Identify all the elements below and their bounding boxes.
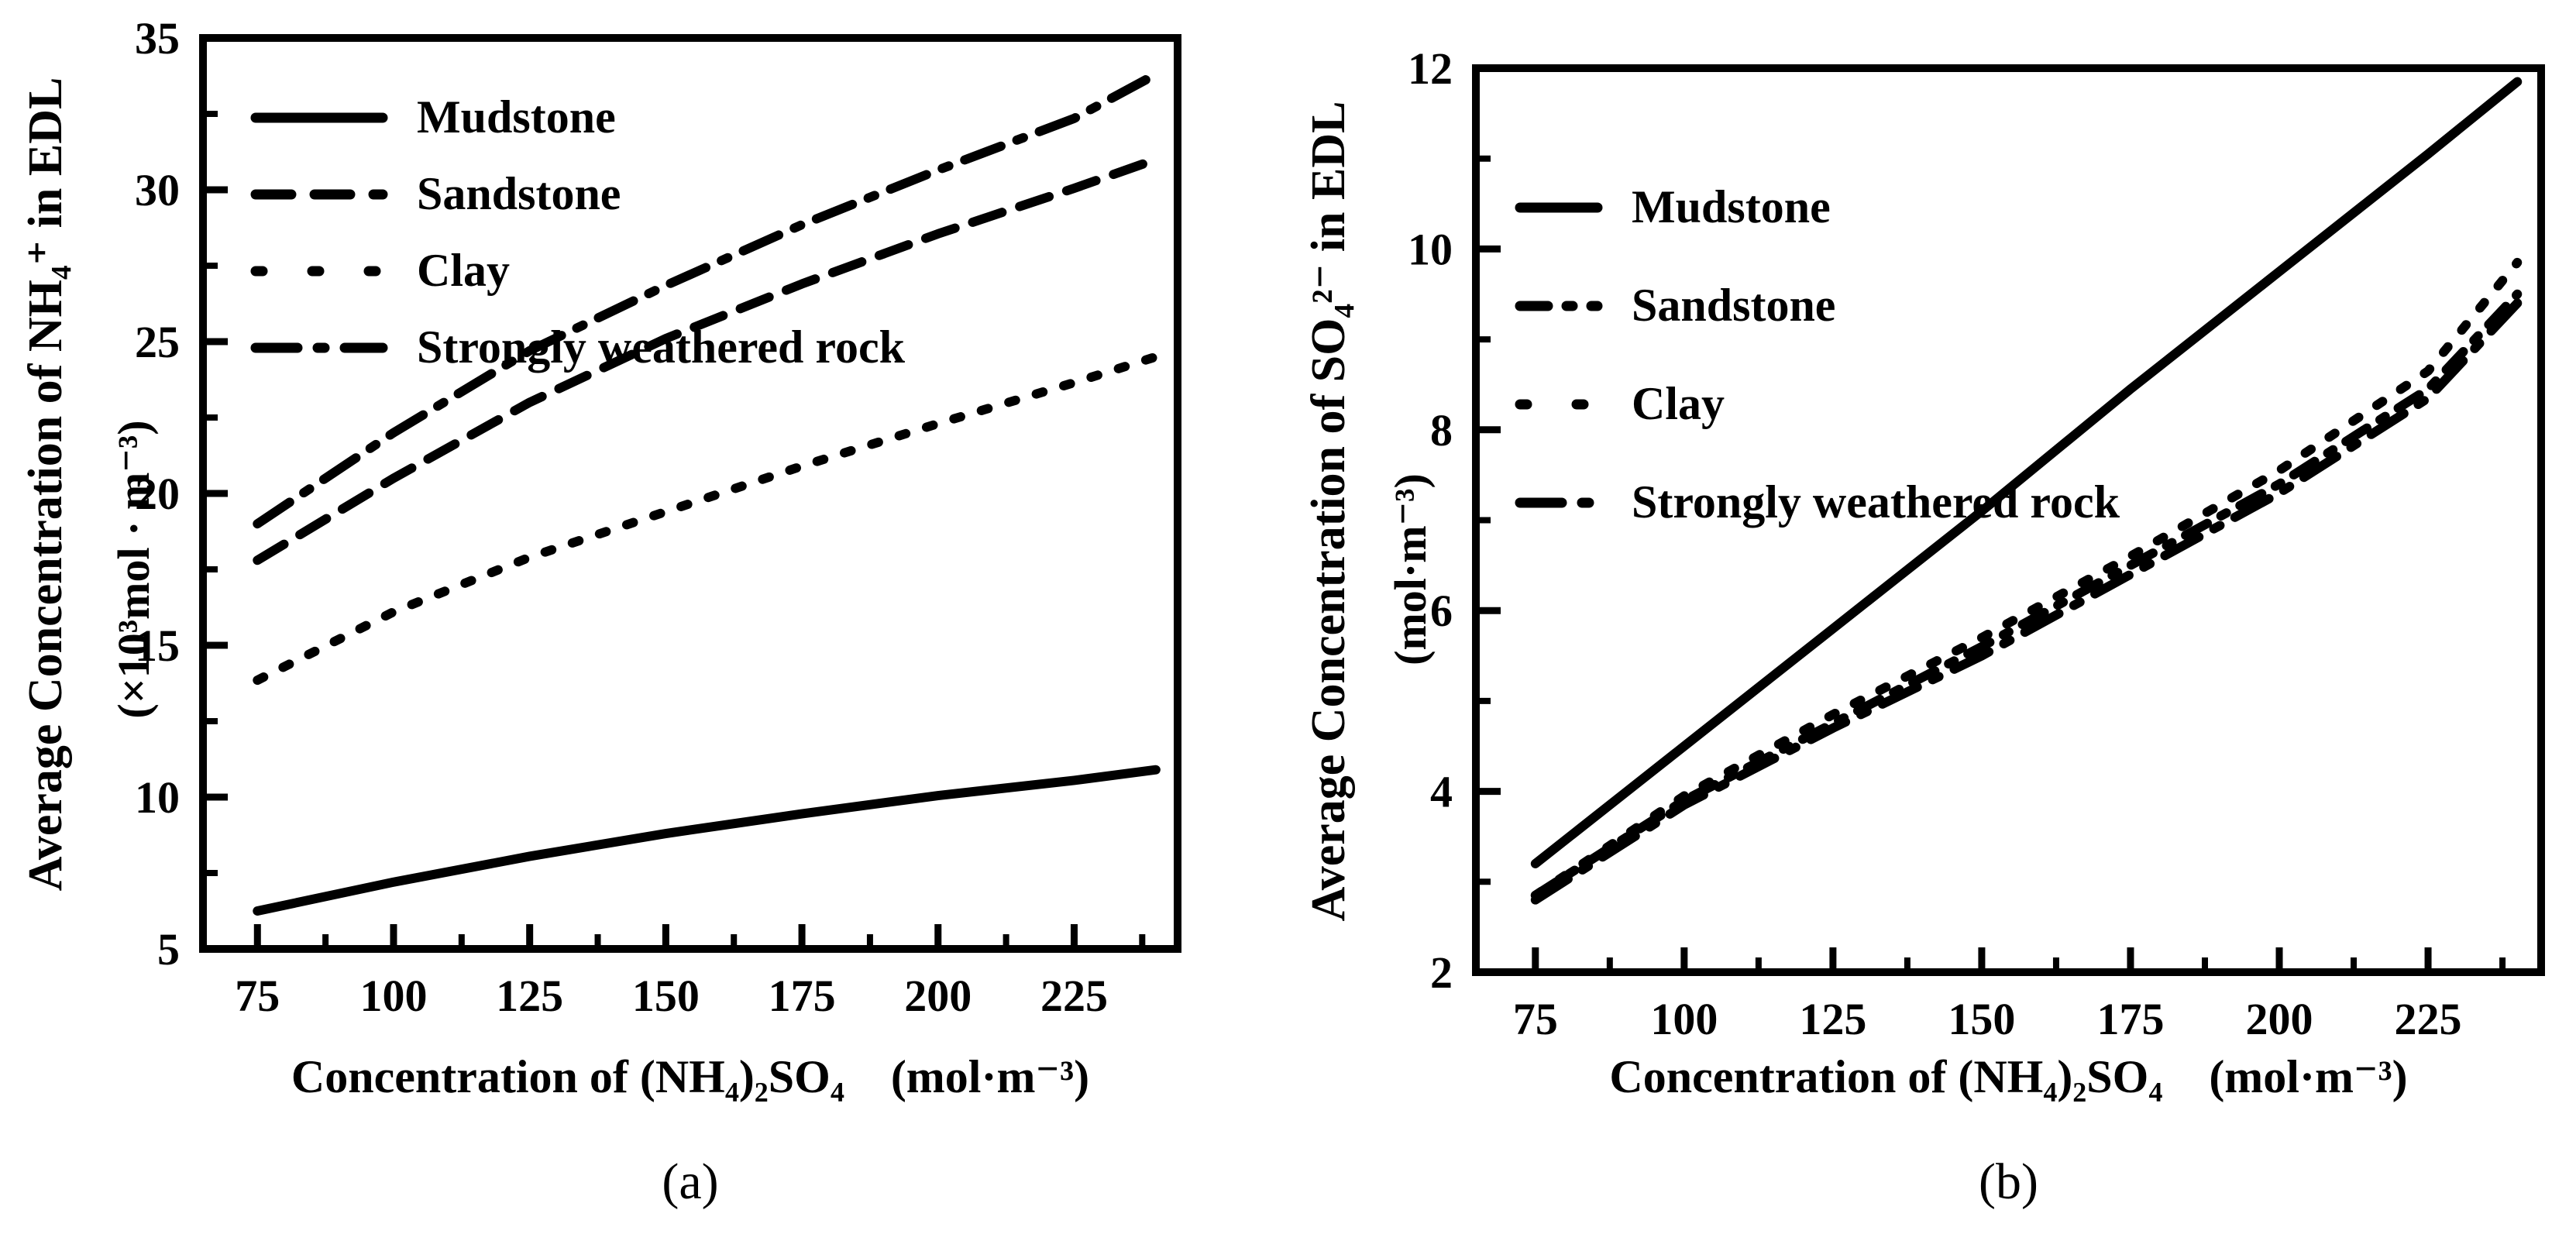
svg-text:25: 25	[135, 317, 180, 367]
svg-text:4: 4	[1430, 767, 1453, 817]
svg-text:10: 10	[135, 772, 180, 823]
svg-text:200: 200	[904, 971, 972, 1021]
mudstone-line-swatch-icon	[250, 112, 388, 122]
clay-line-swatch-icon	[1515, 399, 1603, 409]
legend-label: Sandstone	[1632, 280, 1836, 331]
chart-a-x-axis-label: Concentration of (NH₄)₂SO₄ (mol·m⁻³)	[291, 1051, 1090, 1102]
svg-text:100: 100	[1650, 994, 1718, 1044]
legend-label: Clay	[1632, 378, 1725, 429]
chart-a-y-axis-units: (×10³mol · m⁻³)	[108, 420, 159, 719]
svg-text:125: 125	[496, 971, 563, 1021]
chart-b-y-axis-label: Average Concentration of SO₄²⁻ in EDL	[1302, 101, 1355, 922]
svg-text:225: 225	[2395, 994, 2462, 1044]
svg-text:125: 125	[1799, 994, 1866, 1044]
legend-item-mudstone: Mudstone	[1514, 158, 2120, 256]
legend-item-sandstone: Sandstone	[1514, 256, 2120, 355]
clay-line-swatch-icon	[250, 266, 388, 276]
svg-text:75: 75	[1513, 994, 1558, 1044]
svg-text:225: 225	[1040, 971, 1108, 1021]
strongly-weathered-rock-line-swatch-icon	[250, 342, 388, 352]
svg-text:10: 10	[1408, 224, 1453, 274]
legend-label: Mudstone	[417, 91, 616, 143]
legend-item-clay: Clay	[249, 232, 905, 309]
chart-a-plot-area: 75 100 125 150 175 200 225 5 10 15 20 25 30 35	[135, 13, 1181, 1021]
chart-b-plot-area: 75 100 125 150 175 200 225 2 4 6 8 10 12	[1408, 43, 2545, 1044]
svg-text:200: 200	[2246, 994, 2313, 1044]
svg-text:20: 20	[135, 469, 180, 519]
svg-text:100: 100	[359, 971, 427, 1021]
chart-a-caption: (a)	[662, 1153, 719, 1210]
svg-text:35: 35	[135, 13, 180, 64]
chart-a-legend: Mudstone Sandstone Clay Strongly weather…	[249, 79, 905, 386]
svg-text:30: 30	[135, 165, 180, 215]
chart-a-y-axis-label: Average Concentration of NH₄⁺ in EDL	[19, 77, 72, 892]
sandstone-line-swatch-icon	[250, 189, 388, 199]
legend-item-strongly-weathered-rock: Strongly weathered rock	[249, 309, 905, 386]
svg-text:75: 75	[235, 971, 280, 1021]
svg-text:150: 150	[1948, 994, 2015, 1044]
chart-a: 75 100 125 150 175 200 225 5 10 15 20 25 30 35 Averag…	[19, 13, 1181, 1210]
svg-text:150: 150	[632, 971, 700, 1021]
chart-b: 75 100 125 150 175 200 225 2 4 6 8 10 12 Average Con…	[1288, 0, 2575, 1234]
sandstone-line-swatch-icon	[1515, 301, 1603, 311]
legend-label: Mudstone	[1632, 181, 1831, 232]
legend-label: Strongly weathered rock	[1632, 476, 2120, 528]
legend-item-clay: Clay	[1514, 355, 2120, 453]
svg-text:2: 2	[1430, 947, 1453, 998]
chart-b-legend: Mudstone Sandstone Clay Strongly weather…	[1514, 158, 2120, 552]
svg-text:12: 12	[1408, 43, 1453, 94]
legend-item-strongly-weathered-rock: Strongly weathered rock	[1514, 453, 2120, 552]
legend-label: Strongly weathered rock	[417, 321, 905, 373]
svg-text:175: 175	[2096, 994, 2164, 1044]
svg-text:8: 8	[1430, 405, 1453, 455]
svg-text:175: 175	[769, 971, 836, 1021]
svg-text:6: 6	[1430, 586, 1453, 636]
mudstone-line-swatch-icon	[1515, 202, 1603, 212]
legend-item-sandstone: Sandstone	[249, 156, 905, 232]
legend-label: Clay	[417, 245, 510, 296]
chart-b-x-axis-label: Concentration of (NH₄)₂SO₄ (mol·m⁻³)	[1609, 1051, 2408, 1102]
legend-label: Sandstone	[417, 168, 621, 219]
chart-b-y-axis-units: (mol·m⁻³)	[1385, 473, 1436, 665]
strongly-weathered-rock-line-swatch-icon	[1515, 497, 1603, 507]
legend-item-mudstone: Mudstone	[249, 79, 905, 156]
svg-text:15: 15	[135, 620, 180, 671]
svg-text:5: 5	[157, 924, 180, 974]
chart-b-caption: (b)	[1979, 1153, 2038, 1210]
